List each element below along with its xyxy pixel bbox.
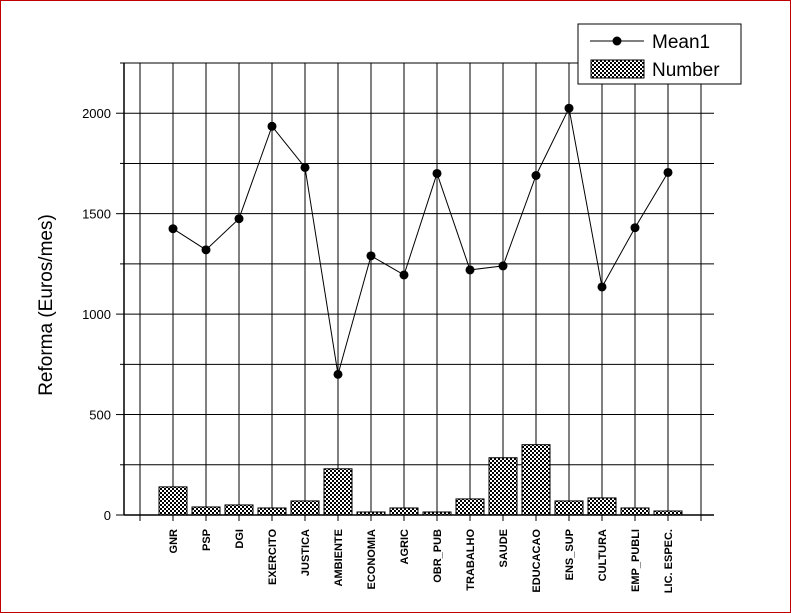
- mean1-point: [498, 261, 508, 271]
- x-tick-label: EMP_PUBLI: [630, 529, 642, 592]
- mean1-point: [399, 270, 409, 280]
- legend-label-mean1: Mean1: [652, 32, 710, 53]
- y-tick-label: 0: [104, 508, 111, 523]
- x-tick-label: LIC. ESPEC.: [663, 529, 675, 593]
- legend-label-number: Number: [652, 60, 720, 81]
- bar-number: [323, 468, 353, 516]
- bar-number: [554, 500, 584, 516]
- bar-number: [224, 504, 254, 516]
- x-tick-label: ENS_SUP: [564, 529, 576, 580]
- mean1-line: [172, 106, 669, 375]
- x-tick-label: EXERCITO: [267, 529, 279, 585]
- mean1-point: [234, 214, 244, 224]
- x-tick-label: SAUDE: [498, 529, 510, 568]
- x-tick-label: CULTURA: [597, 529, 609, 581]
- bar-number: [158, 486, 188, 516]
- x-tick-label: ECONOMIA: [366, 529, 378, 590]
- mean1-point: [267, 121, 277, 131]
- mean1-point: [531, 170, 541, 180]
- axes: 0 500 1000 1500 2000 GNR PSP DGI EXERCITO JUSTICA…: [82, 62, 714, 593]
- grid: [124, 62, 714, 515]
- legend: Mean1 Number: [577, 23, 742, 85]
- mean1-point: [465, 265, 475, 275]
- bars: [158, 444, 683, 516]
- bar-number: [191, 506, 221, 516]
- y-tick-label: 1000: [82, 307, 111, 322]
- mean1-point: [663, 167, 673, 177]
- y-tick-label: 500: [89, 408, 111, 423]
- x-tick-label: JUSTICA: [300, 529, 312, 576]
- mean1-point: [597, 282, 607, 292]
- legend-marker-swatch: [612, 36, 622, 46]
- y-tick-label: 2000: [82, 106, 111, 121]
- mean1-point: [564, 103, 574, 113]
- bar-number: [488, 457, 518, 516]
- mean1-point: [168, 224, 178, 234]
- bar-number: [521, 444, 551, 516]
- mean1-point: [432, 168, 442, 178]
- mean1-point: [630, 223, 640, 233]
- x-tick-label: AGRIC: [399, 529, 411, 565]
- bar-number: [587, 497, 617, 516]
- x-tick-label: TRABALHO: [465, 529, 477, 591]
- mean1-point: [201, 245, 211, 255]
- legend-bar-swatch: [590, 59, 645, 79]
- x-tick-label: AMBIENTE: [333, 529, 345, 586]
- bar-number: [455, 498, 485, 516]
- mean-line: [168, 103, 673, 379]
- bar-number: [290, 500, 320, 516]
- bar-number: [620, 507, 650, 516]
- y-tick-label: 1500: [82, 207, 111, 222]
- mean1-point: [300, 162, 310, 172]
- bar-number: [389, 507, 419, 516]
- x-tick-label: GNR: [168, 529, 180, 554]
- mean1-point: [333, 369, 343, 379]
- x-tick-label: EDUCACAO: [531, 529, 543, 593]
- bar-number: [257, 507, 287, 516]
- x-tick-label: DGI: [234, 529, 246, 549]
- x-tick-label: PSP: [201, 529, 213, 551]
- mean1-point: [366, 251, 376, 261]
- y-axis-title: Reforma (Euros/mes): [36, 214, 57, 396]
- x-tick-label: OBR_PUB: [432, 529, 444, 583]
